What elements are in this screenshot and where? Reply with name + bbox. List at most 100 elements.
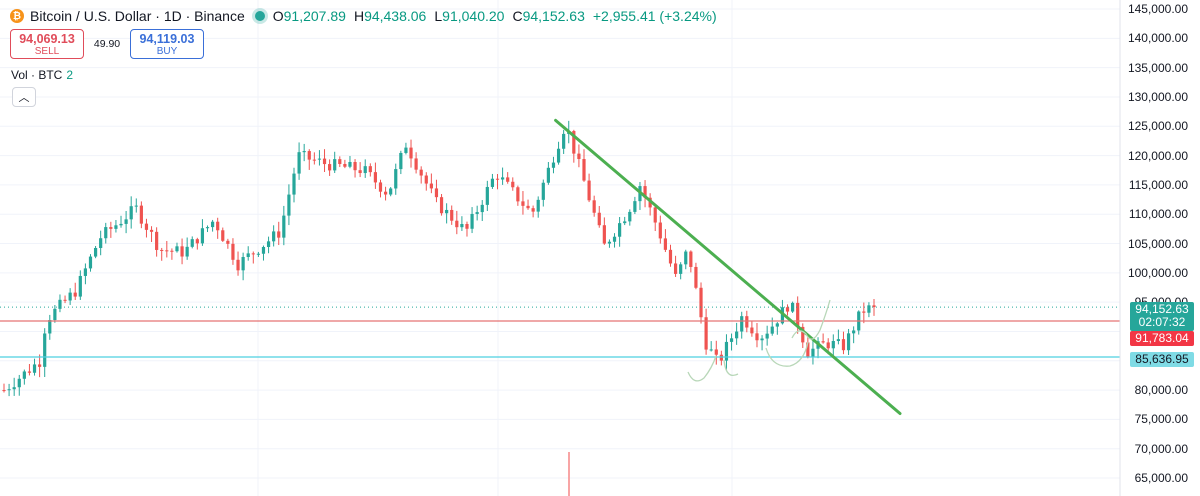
- candle-body: [149, 229, 154, 232]
- volume-indicator-legend[interactable]: Vol · BTC 2: [11, 68, 73, 82]
- candle-body: [256, 253, 260, 255]
- candle-body: [424, 175, 428, 184]
- candle-body: [266, 241, 271, 247]
- price-levels: [0, 306, 1120, 358]
- volume-value: 2: [66, 68, 74, 82]
- candle-body: [536, 199, 540, 212]
- pattern-stroke: [765, 341, 809, 367]
- candle-body: [750, 327, 754, 334]
- high-value: 94,438.06: [364, 8, 427, 24]
- candle-body: [251, 253, 255, 255]
- volume-label: Vol · BTC: [11, 68, 63, 82]
- candle-body: [694, 266, 698, 288]
- candle-body: [434, 188, 439, 198]
- price-tick: 135,000.00: [1127, 60, 1188, 75]
- candle-body: [7, 389, 11, 391]
- candle-body: [612, 236, 617, 242]
- candle-body: [572, 131, 576, 154]
- candle-body: [470, 213, 474, 229]
- candle-body: [216, 221, 220, 231]
- candle-body: [246, 253, 250, 258]
- candle-body: [221, 230, 225, 241]
- sell-label: SELL: [34, 45, 60, 57]
- sell-button[interactable]: 94,069.13 SELL: [10, 29, 84, 59]
- candle-body: [862, 311, 866, 313]
- price-tick: 70,000.00: [1134, 441, 1188, 456]
- candle-body: [170, 250, 174, 252]
- candle-body: [663, 238, 668, 250]
- symbol-title[interactable]: Bitcoin / U.S. Dollar · 1D · Binance: [30, 8, 245, 24]
- candle-body: [373, 172, 378, 183]
- candle-body: [394, 169, 398, 189]
- candle-body: [460, 224, 464, 228]
- candle-body: [506, 177, 510, 182]
- candle-body: [429, 183, 433, 189]
- candle-body: [93, 247, 98, 257]
- change-value: +2,955.41 (+3.24%): [592, 8, 717, 24]
- trade-panel: 94,069.13 SELL 49.90 94,119.03 BUY: [10, 29, 204, 59]
- candle-body: [689, 251, 693, 267]
- candle-body: [2, 390, 6, 392]
- candle-body: [551, 162, 556, 168]
- candle-body: [312, 159, 316, 161]
- candle-body: [821, 341, 825, 343]
- bar-countdown: 02:07:32: [1138, 315, 1186, 329]
- trendline: [554, 118, 902, 416]
- candle-body: [602, 225, 606, 244]
- candle-body: [592, 200, 596, 213]
- candle-body: [190, 239, 194, 247]
- candle-body: [735, 331, 739, 339]
- candle-body: [541, 182, 545, 200]
- collapse-button[interactable]: ︿: [12, 87, 36, 107]
- candle-body: [73, 292, 77, 297]
- current-price: 94,152.63: [1135, 302, 1189, 316]
- candle-body: [653, 207, 657, 223]
- price-tick: 115,000.00: [1128, 177, 1188, 192]
- price-tick: 75,000.00: [1134, 412, 1188, 427]
- candle-body: [43, 333, 47, 367]
- buy-button[interactable]: 94,119.03 BUY: [130, 29, 204, 59]
- candle-body: [587, 180, 591, 201]
- candle-body: [740, 316, 744, 332]
- candle-body: [63, 299, 67, 301]
- candle-body: [577, 153, 581, 160]
- low-label: L: [434, 8, 443, 24]
- candle-body: [836, 339, 840, 342]
- candle-body: [623, 221, 627, 224]
- candle-body: [846, 333, 851, 351]
- candle-body: [261, 246, 266, 254]
- candle-body: [302, 151, 306, 153]
- volume-spike-bar: [568, 452, 570, 496]
- candle-body: [439, 197, 444, 214]
- pattern-stroke: [687, 355, 717, 382]
- candle-body: [419, 169, 423, 176]
- candle-body: [867, 305, 871, 313]
- price-tick: 110,000.00: [1128, 207, 1188, 222]
- candle-body: [618, 223, 622, 237]
- price-tick: 100,000.00: [1127, 265, 1188, 280]
- candle-body: [88, 256, 93, 269]
- candle-body: [643, 186, 647, 198]
- price-tick: 125,000.00: [1127, 119, 1188, 134]
- candle-body: [455, 220, 459, 228]
- candle-body: [236, 259, 240, 271]
- candle-body: [205, 227, 210, 229]
- candle-body: [353, 162, 357, 171]
- candle-body: [409, 147, 413, 159]
- candle-body: [628, 211, 632, 222]
- candle-body: [597, 212, 601, 226]
- candle-body: [134, 205, 138, 207]
- price-tick: 120,000.00: [1127, 148, 1188, 163]
- candle-body: [282, 215, 286, 238]
- candle-body: [378, 182, 383, 192]
- sell-price: 94,069.13: [19, 31, 75, 46]
- candle-body: [607, 241, 612, 244]
- candle-body: [495, 178, 500, 180]
- candle-body: [277, 231, 281, 238]
- candle-body: [475, 212, 479, 214]
- candle-body: [226, 240, 230, 244]
- candle-body: [155, 231, 159, 250]
- buy-price: 94,119.03: [139, 31, 195, 46]
- candle-body: [200, 228, 205, 244]
